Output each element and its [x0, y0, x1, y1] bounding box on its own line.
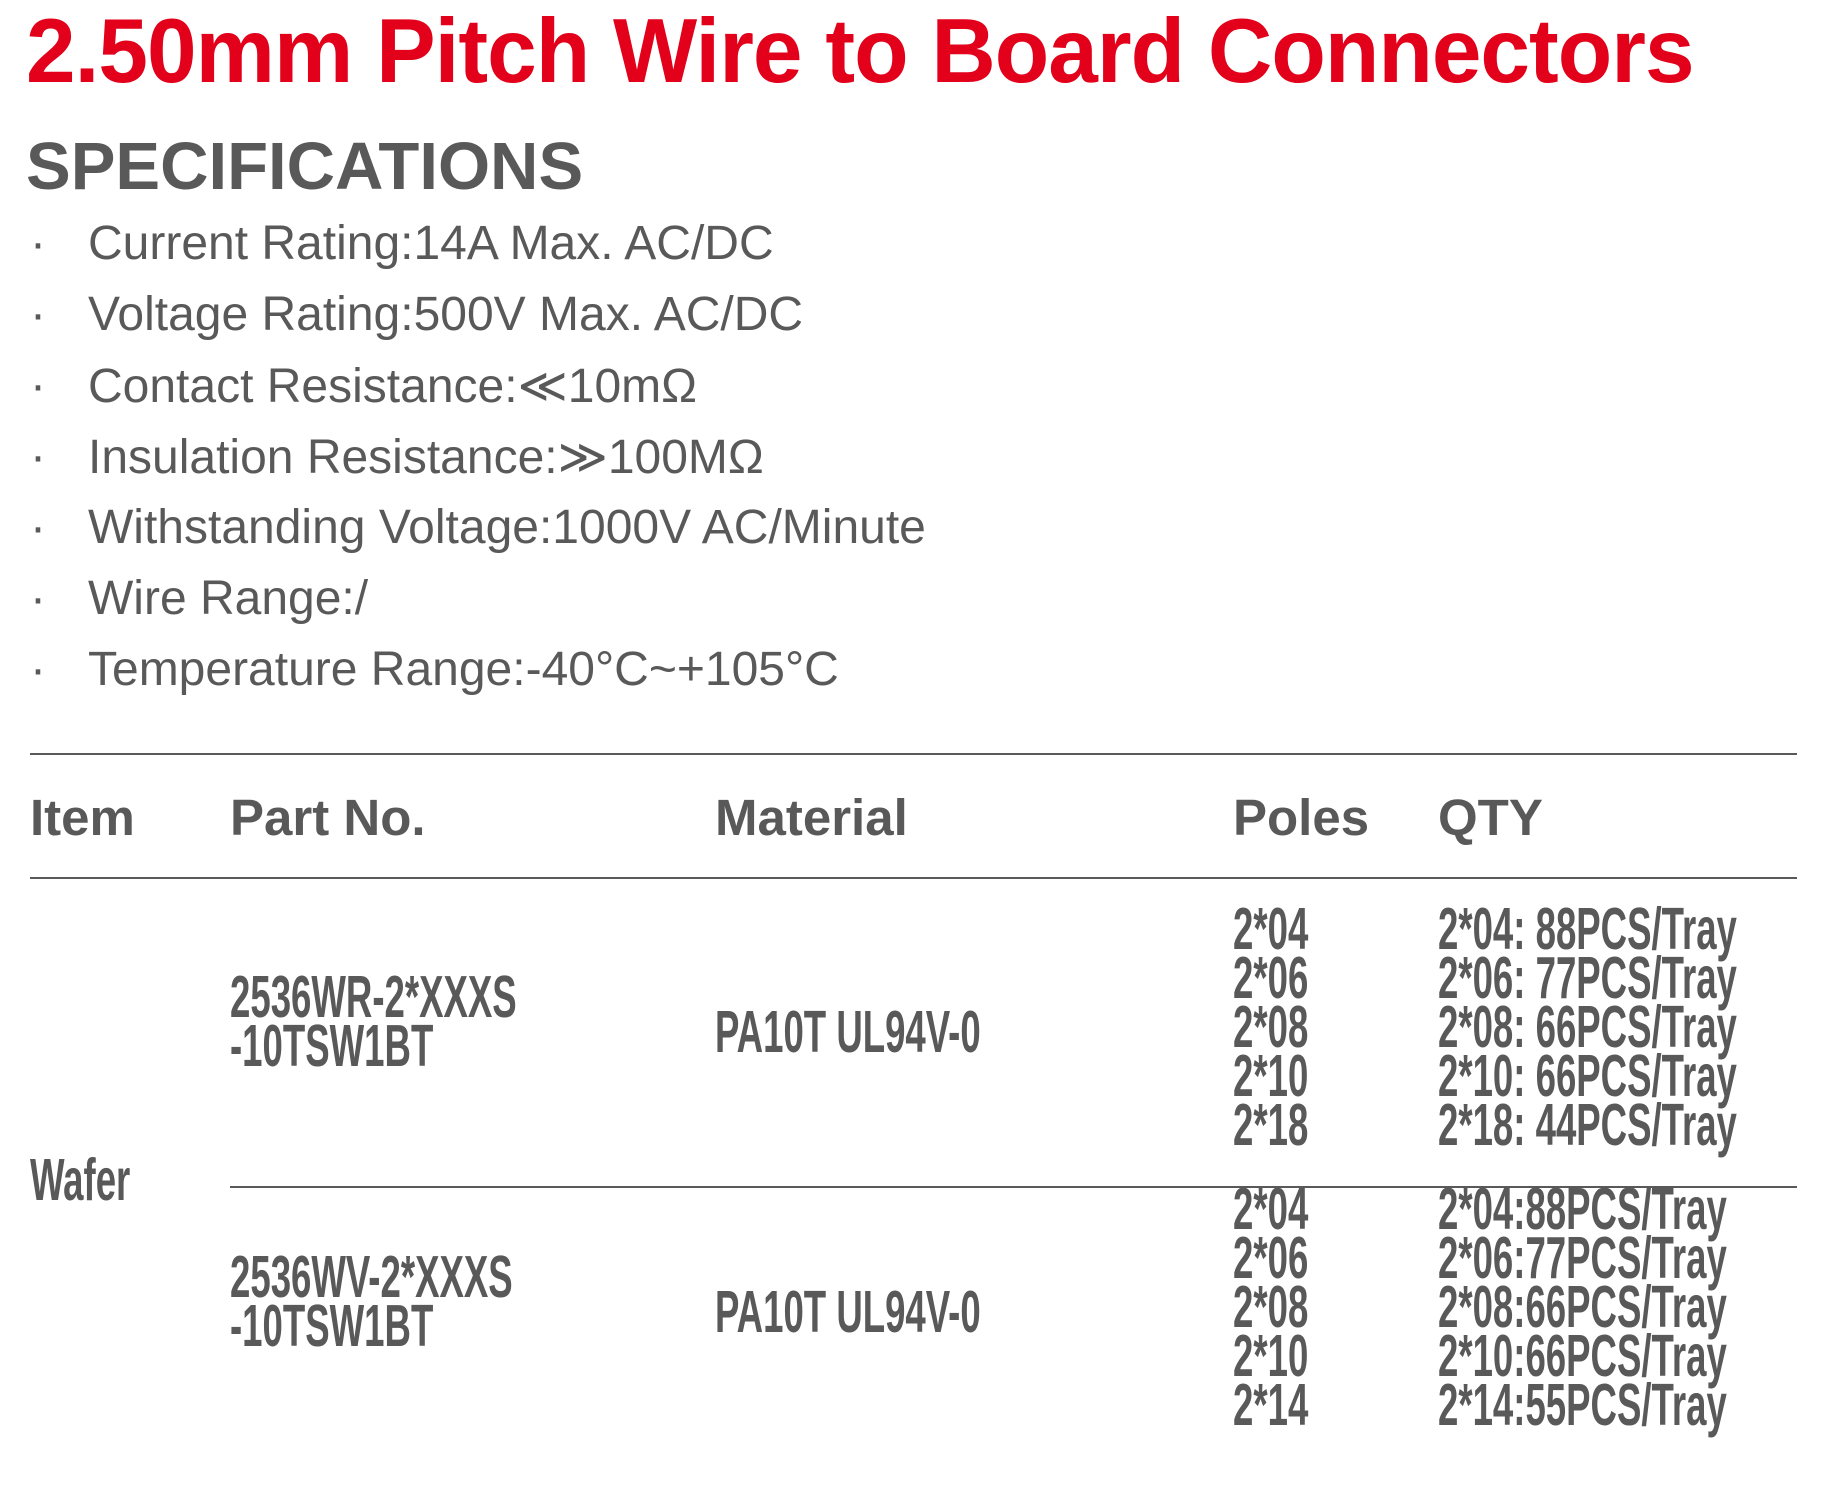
svg-text:PA10T UL94V-0: PA10T UL94V-0	[715, 1279, 981, 1345]
svg-text:PA10T UL94V-0: PA10T UL94V-0	[715, 999, 981, 1065]
svg-text:2*14: 2*14	[1233, 1372, 1308, 1438]
svg-text:2*18: 2*18	[1233, 1092, 1308, 1158]
svg-text:2*14:55PCS/Tray: 2*14:55PCS/Tray	[1438, 1372, 1727, 1438]
svg-text:Wafer: Wafer	[30, 1147, 130, 1213]
svg-text:-10TSW1BT: -10TSW1BT	[230, 1293, 433, 1359]
svg-text:2*18: 44PCS/Tray: 2*18: 44PCS/Tray	[1438, 1092, 1737, 1158]
svg-text:-10TSW1BT: -10TSW1BT	[230, 1013, 433, 1079]
